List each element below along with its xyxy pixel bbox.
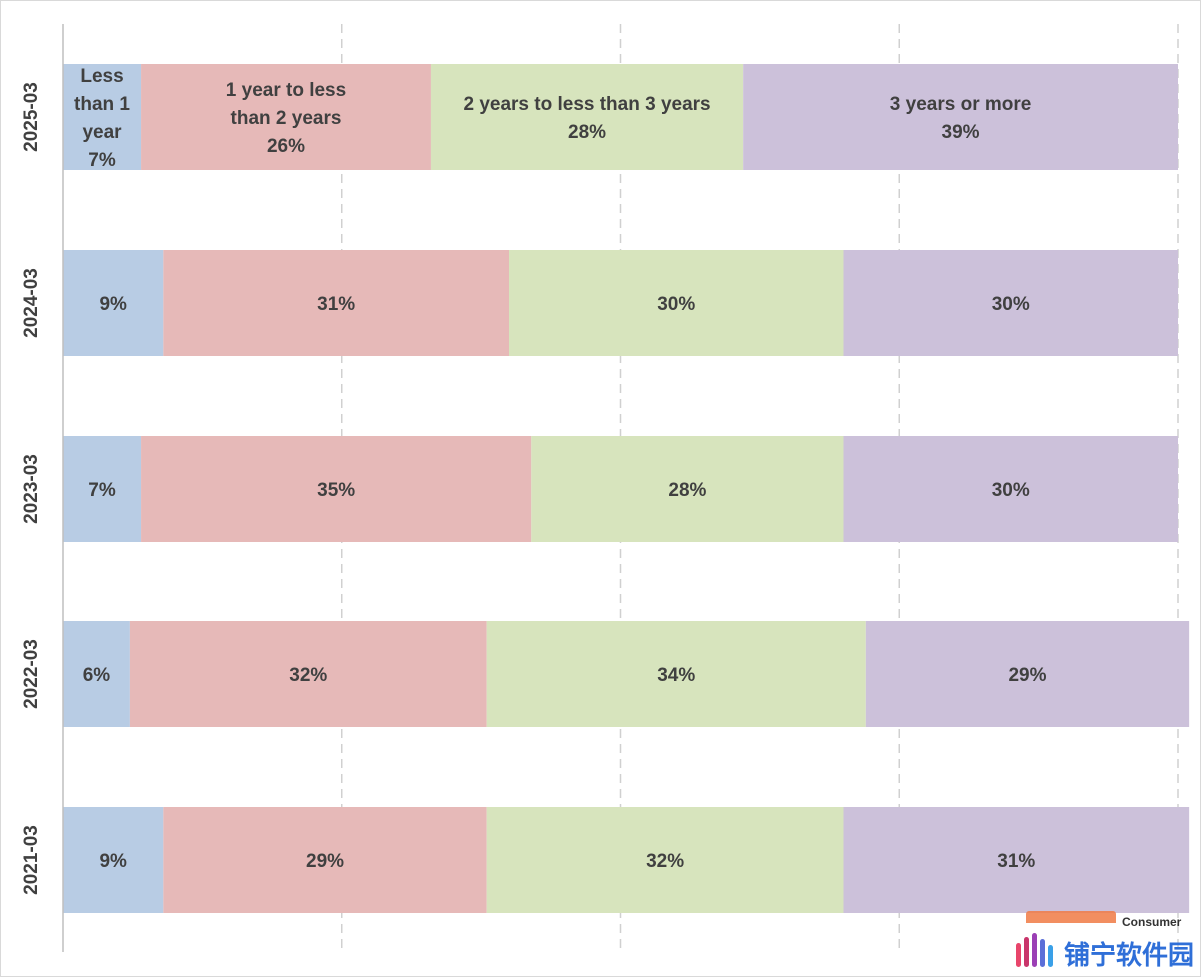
bar-2024-03-series-1 bbox=[163, 250, 509, 356]
watermark-small-text: Consumer bbox=[1122, 915, 1182, 929]
bar-2022-03-series-3 bbox=[865, 621, 1190, 727]
data-label-2022-03-series-0: 6% bbox=[83, 665, 111, 686]
bar-2023-03-series-3 bbox=[843, 436, 1178, 542]
data-label-2024-03-series-3: 30% bbox=[992, 294, 1030, 315]
data-label-2022-03-series-3: 29% bbox=[1008, 665, 1046, 686]
category-label-2023-03: 2023-03 bbox=[21, 454, 42, 524]
watermark-text: 铺宁软件园 bbox=[1064, 941, 1195, 971]
bar-2023-03-series-2 bbox=[531, 436, 844, 542]
data-label-2022-03-series-2: 34% bbox=[657, 665, 695, 686]
data-label-2024-03-series-0: 9% bbox=[99, 294, 127, 315]
bar-2021-03-series-2 bbox=[486, 807, 844, 913]
watermark: Consumer 铺宁软件园 bbox=[1000, 911, 1200, 976]
bar-2022-03-series-0 bbox=[63, 621, 130, 727]
data-label-2021-03-series-3: 31% bbox=[997, 851, 1035, 872]
category-label-2021-03: 2021-03 bbox=[21, 825, 42, 895]
data-label-2023-03-series-1: 35% bbox=[317, 480, 355, 501]
watermark-orange-logo bbox=[1026, 911, 1116, 923]
bar-2021-03-series-1 bbox=[163, 807, 487, 913]
data-label-2025-03-series-0: Less than 1 year 7% bbox=[74, 66, 130, 171]
data-label-2022-03-series-1: 32% bbox=[289, 665, 327, 686]
data-label-2023-03-series-2: 28% bbox=[668, 480, 706, 501]
bar-2021-03-series-3 bbox=[843, 807, 1190, 913]
bar-2025-03-series-0 bbox=[63, 64, 142, 170]
bar-2024-03-series-2 bbox=[509, 250, 844, 356]
data-label-2025-03-series-1: 1 year to less than 2 years 26% bbox=[226, 80, 346, 157]
category-label-2025-03: 2025-03 bbox=[21, 82, 42, 152]
data-label-2024-03-series-1: 31% bbox=[317, 294, 355, 315]
watermark-logo-icon bbox=[1016, 933, 1053, 967]
data-label-2021-03-series-0: 9% bbox=[99, 851, 127, 872]
data-label-2021-03-series-2: 32% bbox=[646, 851, 684, 872]
category-labels: 2025-03 2024-03 2023-03 2022-03 2021-03 bbox=[21, 82, 42, 895]
bar-2021-03-series-0 bbox=[63, 807, 164, 913]
bar-2023-03-series-0 bbox=[63, 436, 142, 542]
data-label-2024-03-series-2: 30% bbox=[657, 294, 695, 315]
bar-2022-03-series-2 bbox=[486, 621, 866, 727]
bar-2025-03-series-1 bbox=[141, 64, 431, 170]
data-label-2025-03-series-3: 3 years or more 39% bbox=[890, 94, 1032, 143]
data-label-2023-03-series-3: 30% bbox=[992, 480, 1030, 501]
bar-2024-03-series-0 bbox=[63, 250, 164, 356]
gridlines bbox=[341, 24, 1179, 952]
data-label-2023-03-series-0: 7% bbox=[88, 480, 116, 501]
bar-2024-03-series-3 bbox=[843, 250, 1178, 356]
bar-2025-03-series-2 bbox=[430, 64, 744, 170]
data-label-2021-03-series-1: 29% bbox=[306, 851, 344, 872]
bars: Less than 1 year 7% 1 year to less than 2 yea… bbox=[63, 64, 1190, 913]
data-label-2025-03-series-2: 2 years to less than 3 years 28% bbox=[463, 94, 710, 143]
bar-2023-03-series-1 bbox=[141, 436, 532, 542]
bar-2022-03-series-1 bbox=[129, 621, 487, 727]
bar-2025-03-series-3 bbox=[743, 64, 1178, 170]
category-label-2024-03: 2024-03 bbox=[21, 268, 42, 338]
category-label-2022-03: 2022-03 bbox=[21, 639, 42, 709]
